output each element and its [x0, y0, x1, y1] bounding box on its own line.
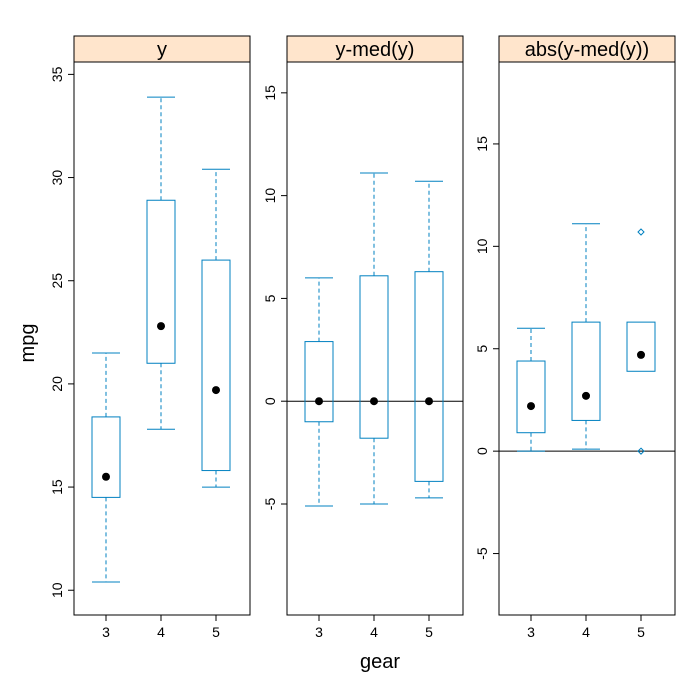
box-3: [304, 277, 334, 507]
box-iqr: [516, 360, 546, 434]
box-iqr: [359, 275, 389, 439]
strip-header: [73, 35, 251, 63]
y-tick-label: 10: [262, 188, 278, 204]
panel-frame: [73, 35, 251, 616]
x-tick-label: 4: [370, 624, 378, 640]
y-tick-label: 35: [49, 66, 65, 82]
median-dot: [637, 350, 645, 359]
box-4: [146, 96, 176, 430]
panel-frame: [498, 35, 676, 616]
box-5: [201, 168, 231, 488]
box-5: [414, 180, 444, 499]
y-tick-label: 15: [49, 479, 65, 495]
strip-title: y: [157, 39, 167, 61]
median-dot: [527, 402, 535, 411]
y-tick-label: 0: [474, 447, 490, 455]
x-tick-label: 3: [527, 624, 535, 640]
y-tick-label: 15: [262, 85, 278, 101]
median-dot: [582, 391, 590, 400]
box-4: [359, 172, 389, 505]
x-tick-label: 5: [637, 624, 645, 640]
median-dot: [370, 397, 378, 406]
panel-2: y-med(y) -5 0 5 10 15 3 4 5: [262, 35, 464, 640]
box-4: [571, 223, 601, 450]
strip-title: abs(y-med(y)): [525, 39, 649, 61]
x-tick-label: 4: [582, 624, 590, 640]
y-axis-label: mpg: [17, 324, 39, 363]
x-axis-label: gear: [360, 651, 400, 673]
y-tick-label: 0: [262, 397, 278, 405]
box-3: [91, 352, 121, 583]
box-iqr: [201, 259, 231, 472]
y-tick-label: 10: [49, 582, 65, 598]
box-iqr: [571, 321, 601, 421]
x-tick-label: 5: [212, 624, 220, 640]
y-tick-label: 25: [49, 273, 65, 289]
median-dot: [425, 397, 433, 406]
x-tick-label: 5: [425, 624, 433, 640]
y-tick-label: 20: [49, 376, 65, 392]
median-dot: [102, 472, 110, 481]
panel-1: y 10 15 20 25 30 35 3 4 5: [49, 35, 251, 640]
strip-title: y-med(y): [336, 39, 415, 61]
box-3: [516, 327, 546, 452]
outlier-point: [637, 228, 645, 236]
strip-header: [286, 35, 464, 63]
box-iqr: [414, 271, 444, 482]
x-tick-label: 3: [315, 624, 323, 640]
panel-frame: [286, 35, 464, 616]
y-tick-label: 5: [262, 294, 278, 302]
y-tick-label: -5: [474, 547, 490, 560]
x-tick-label: 4: [157, 624, 165, 640]
box-iqr: [146, 199, 176, 364]
panel-3: abs(y-med(y)) -5 0 5 10 15 3 4 5: [474, 35, 676, 640]
box-iqr: [626, 321, 656, 372]
y-tick-label: 30: [49, 170, 65, 186]
box-5: [626, 228, 656, 455]
median-dot: [212, 386, 220, 395]
box-iqr: [91, 416, 121, 498]
y-tick-label: 5: [474, 345, 490, 353]
y-tick-label: 10: [474, 238, 490, 254]
y-tick-label: -5: [262, 498, 278, 511]
box-iqr: [304, 341, 334, 423]
x-tick-label: 3: [102, 624, 110, 640]
outlier-point: [637, 447, 645, 455]
median-dot: [315, 397, 323, 406]
median-dot: [157, 322, 165, 331]
y-tick-label: 15: [474, 136, 490, 152]
